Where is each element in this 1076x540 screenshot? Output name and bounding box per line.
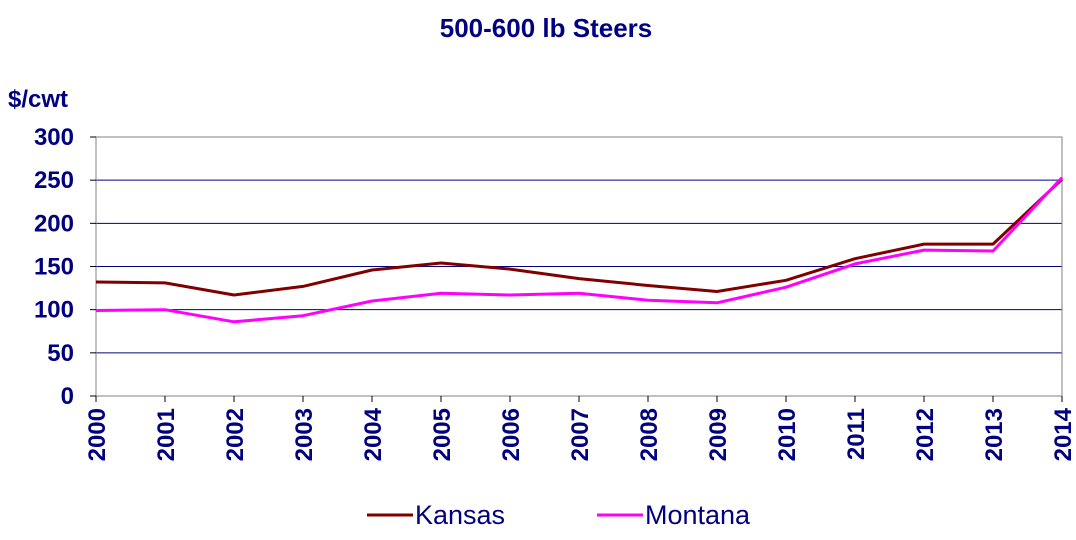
chart-title: 500-600 lb Steers <box>440 13 652 43</box>
legend: Kansas Montana <box>367 500 751 530</box>
x-tick-label: 2006 <box>498 408 525 461</box>
y-tick-label: 50 <box>47 340 74 367</box>
x-tick-label: 2011 <box>843 408 870 460</box>
x-tick-label: 2008 <box>636 408 663 461</box>
x-axis-ticks: 2000 2001 2002 2003 2004 2005 2006 2007 2008 2009… <box>84 396 1076 461</box>
x-tick-label: 2000 <box>84 408 111 461</box>
y-tick-label: 100 <box>34 297 74 324</box>
x-tick-label: 2004 <box>360 407 387 461</box>
y-tick-label: 300 <box>34 124 74 151</box>
x-tick-label: 2002 <box>222 408 249 461</box>
x-tick-label: 2012 <box>912 408 939 461</box>
gridlines <box>96 179 1062 354</box>
series-lines <box>95 176 1064 324</box>
x-tick-label: 2005 <box>429 408 456 461</box>
x-tick-label: 2014 <box>1050 407 1076 461</box>
x-tick-label: 2007 <box>567 408 594 461</box>
legend-label-montana: Montana <box>645 500 751 530</box>
series-line-kansas <box>95 178 1064 297</box>
x-tick-label: 2010 <box>774 408 801 461</box>
y-tick-label: 250 <box>34 167 74 194</box>
y-tick-label: 200 <box>34 210 74 237</box>
y-axis-ticks: 0 50 100 150 200 250 300 <box>34 124 96 410</box>
y-axis-label: $/cwt <box>8 86 68 113</box>
x-tick-label: 2003 <box>291 408 318 461</box>
series-line-montana <box>95 176 1064 324</box>
x-tick-label: 2013 <box>981 408 1008 461</box>
y-tick-label: 150 <box>34 254 74 281</box>
x-tick-label: 2001 <box>153 408 180 461</box>
legend-label-kansas: Kansas <box>415 500 505 530</box>
x-tick-label: 2009 <box>705 408 732 461</box>
y-tick-label: 0 <box>61 383 74 410</box>
